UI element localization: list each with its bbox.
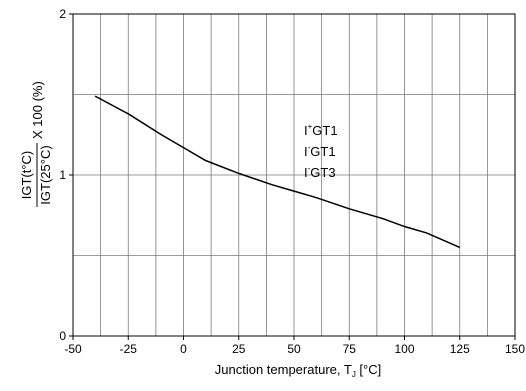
x-axis-label-unit: [°C] bbox=[356, 362, 381, 377]
axis-ticks bbox=[69, 13, 516, 340]
y-axis-label-numerator: IGT(t°C) bbox=[19, 151, 34, 200]
x-tick-label: -50 bbox=[64, 342, 82, 356]
y-tick-label: 1 bbox=[59, 168, 66, 182]
x-tick-label: 100 bbox=[394, 342, 414, 356]
x-tick-label: 50 bbox=[287, 342, 301, 356]
horizontal-gridlines bbox=[73, 94, 515, 256]
x-tick-label: -25 bbox=[120, 342, 138, 356]
legend-entry-rest: GT1 bbox=[312, 123, 337, 138]
x-tick-label: 25 bbox=[232, 342, 246, 356]
x-axis-label-main: Junction temperature, T bbox=[215, 362, 352, 377]
y-tick-label: 2 bbox=[59, 7, 66, 21]
plot-frame bbox=[72, 13, 516, 337]
legend-entry-base: I bbox=[304, 123, 308, 138]
legend-entry-sup: - bbox=[308, 164, 311, 173]
legend-entry-base: I bbox=[304, 165, 308, 180]
x-tick-label: 0 bbox=[180, 342, 187, 356]
y-tick-labels: 0 1 2 bbox=[59, 7, 66, 343]
y-axis-label: IGT(t°C) IGT(25°C) X 100 (%) bbox=[19, 81, 53, 207]
x-tick-label: 125 bbox=[450, 342, 470, 356]
y-tick-label: 0 bbox=[59, 329, 66, 343]
x-axis-label-sub: J bbox=[352, 370, 356, 379]
legend-entry-base: I bbox=[304, 144, 308, 159]
x-tick-label: 75 bbox=[343, 342, 357, 356]
legend-entry: I+GT1 bbox=[304, 122, 338, 138]
y-axis-label-suffix: X 100 (%) bbox=[30, 81, 45, 139]
y-axis-label-denominator: IGT(25°C) bbox=[38, 145, 53, 204]
series-line bbox=[94, 95, 461, 249]
x-tick-label: 150 bbox=[505, 342, 525, 356]
legend-entry-sup: - bbox=[308, 143, 311, 152]
x-tick-labels: -50 -25 0 25 50 75 100 125 150 bbox=[64, 342, 525, 356]
legend-entry: I-GT1 bbox=[304, 143, 336, 159]
legend-entry-rest: GT3 bbox=[310, 165, 335, 180]
x-axis-label: Junction temperature, TJ [°C] bbox=[215, 362, 382, 379]
legend-entry-rest: GT1 bbox=[310, 144, 335, 159]
legend-entry-sup: + bbox=[308, 122, 313, 131]
legend-entry: I-GT3 bbox=[304, 164, 336, 180]
